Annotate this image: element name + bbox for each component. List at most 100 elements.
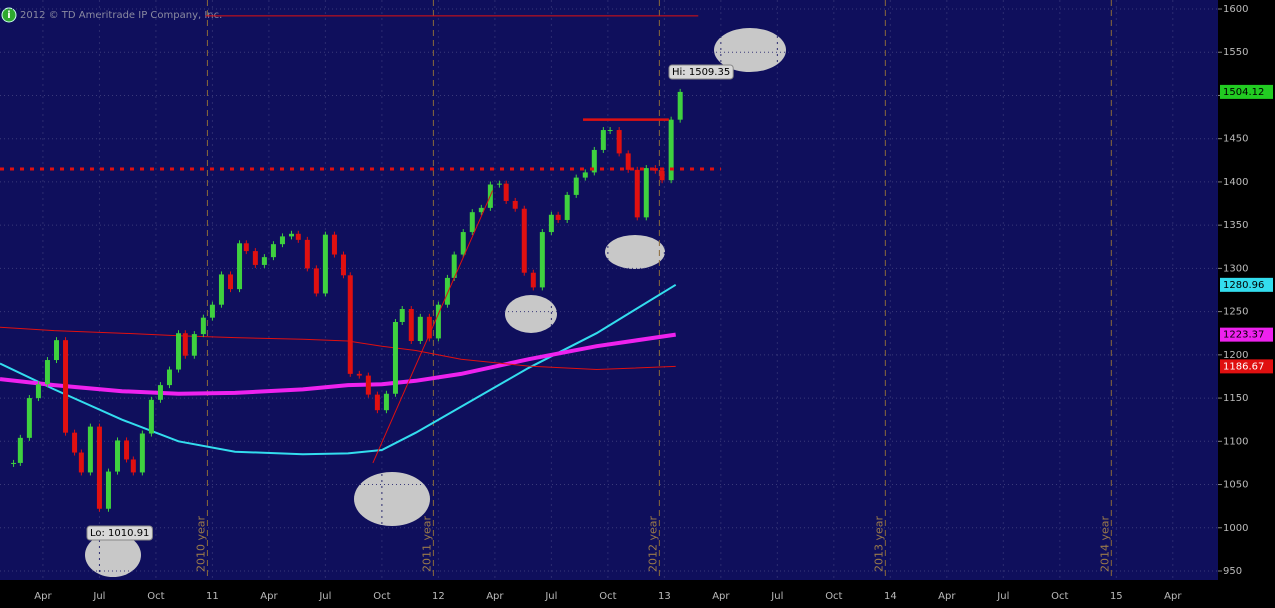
candle-body	[652, 168, 658, 171]
y-tick-label: 1050	[1223, 480, 1248, 491]
candle-body	[478, 207, 484, 213]
y-tick-label: 1400	[1223, 177, 1248, 188]
candle-body	[78, 452, 84, 473]
y-tick-label: 1000	[1223, 523, 1248, 534]
candle-body	[237, 243, 243, 290]
year-label: 2013 year	[872, 515, 885, 572]
x-tick-label: Apr	[486, 591, 504, 602]
candle-body	[668, 119, 674, 181]
trend-line	[372, 190, 494, 464]
candle-body	[399, 309, 405, 322]
y-tick-label: 1450	[1223, 134, 1248, 145]
ellipse	[605, 235, 665, 269]
y-tick-label: 1350	[1223, 220, 1248, 231]
x-tick-label: Oct	[147, 591, 164, 602]
copyright: 2012 © TD Ameritrade IP Company, Inc.	[20, 10, 222, 21]
x-tick-label: Jul	[544, 591, 557, 602]
candle-body	[26, 398, 32, 438]
candle-body	[340, 254, 346, 276]
candle-body	[200, 317, 206, 335]
lo-label-box	[86, 525, 153, 541]
candle-body	[365, 375, 371, 395]
value-box-label: 1280.96	[1223, 280, 1264, 291]
candle-body	[209, 304, 215, 318]
x-tick-label: Apr	[34, 591, 52, 602]
value-box	[1220, 359, 1273, 374]
x-tick-label: Jul	[92, 591, 105, 602]
candle-body	[625, 153, 631, 170]
candle-body	[124, 440, 130, 460]
candle-body	[176, 333, 182, 370]
candle-body	[521, 208, 527, 273]
candle-body	[408, 309, 414, 342]
candle-body	[243, 243, 249, 252]
candle-body	[634, 169, 640, 218]
candle-body	[11, 462, 17, 464]
candle-body	[227, 274, 233, 290]
candle-body	[270, 244, 276, 258]
x-tick-label: 11	[206, 591, 219, 602]
value-box-label: 1186.67	[1223, 361, 1264, 372]
plot-background	[0, 0, 1218, 580]
x-tick-label: Apr	[1164, 591, 1182, 602]
candle-body	[573, 177, 579, 195]
lo-label: Lo: 1010.91	[86, 525, 153, 541]
x-tick-label: 12	[432, 591, 445, 602]
year-label: 2012 year	[646, 515, 659, 572]
year-label: 2010 year	[194, 515, 207, 572]
candle-body	[356, 373, 362, 376]
y-tick-label: 1300	[1223, 263, 1248, 274]
candle-body	[191, 334, 197, 356]
value-box	[1220, 277, 1273, 292]
ellipse	[354, 472, 430, 526]
candle-body	[166, 369, 172, 386]
candle-body	[289, 233, 295, 237]
y-tick-label: 1550	[1223, 47, 1248, 58]
candle-body	[512, 200, 518, 209]
candle-body	[252, 251, 258, 265]
moving-average	[0, 283, 677, 456]
candle-body	[304, 239, 310, 269]
candle-body	[460, 232, 466, 255]
candle-body	[530, 272, 536, 288]
ellipse	[714, 28, 786, 72]
candle-body	[17, 437, 23, 463]
candle-body	[643, 168, 649, 218]
candle-body	[392, 321, 398, 394]
y-tick-label: 1100	[1223, 436, 1248, 447]
candle-body	[182, 333, 188, 356]
info-icon-glyph[interactable]: i	[7, 10, 10, 21]
candle-body	[87, 426, 93, 473]
value-box-label: 1504.12	[1223, 87, 1264, 98]
candle-body	[96, 426, 102, 509]
candle-body	[139, 433, 145, 473]
y-tick-label: 1600	[1223, 4, 1248, 15]
candle-body	[426, 316, 432, 339]
hi-label-text: Hi: 1509.35	[672, 67, 730, 78]
candle-body	[503, 183, 509, 201]
candle-body	[548, 214, 554, 233]
x-tick-label: Apr	[260, 591, 278, 602]
candle-body	[564, 194, 570, 220]
y-axis-background	[1218, 0, 1275, 608]
candle-body	[295, 233, 301, 240]
x-tick-label: Oct	[599, 591, 616, 602]
candle-body	[148, 399, 154, 434]
candle-body	[115, 440, 121, 472]
candle-body	[607, 130, 613, 132]
candle-body	[313, 268, 319, 294]
candle-body	[600, 130, 606, 150]
candle-body	[44, 360, 50, 385]
candle-body	[469, 212, 475, 233]
x-tick-label: Apr	[938, 591, 956, 602]
candle-body	[659, 170, 665, 181]
candle-body	[616, 130, 622, 154]
x-tick-label: Oct	[373, 591, 390, 602]
candle-body	[347, 275, 353, 374]
info-icon[interactable]	[1, 7, 17, 23]
candle-body	[496, 183, 502, 185]
candle-body	[582, 172, 588, 178]
candle-body	[383, 393, 389, 411]
candle-body	[63, 340, 69, 433]
